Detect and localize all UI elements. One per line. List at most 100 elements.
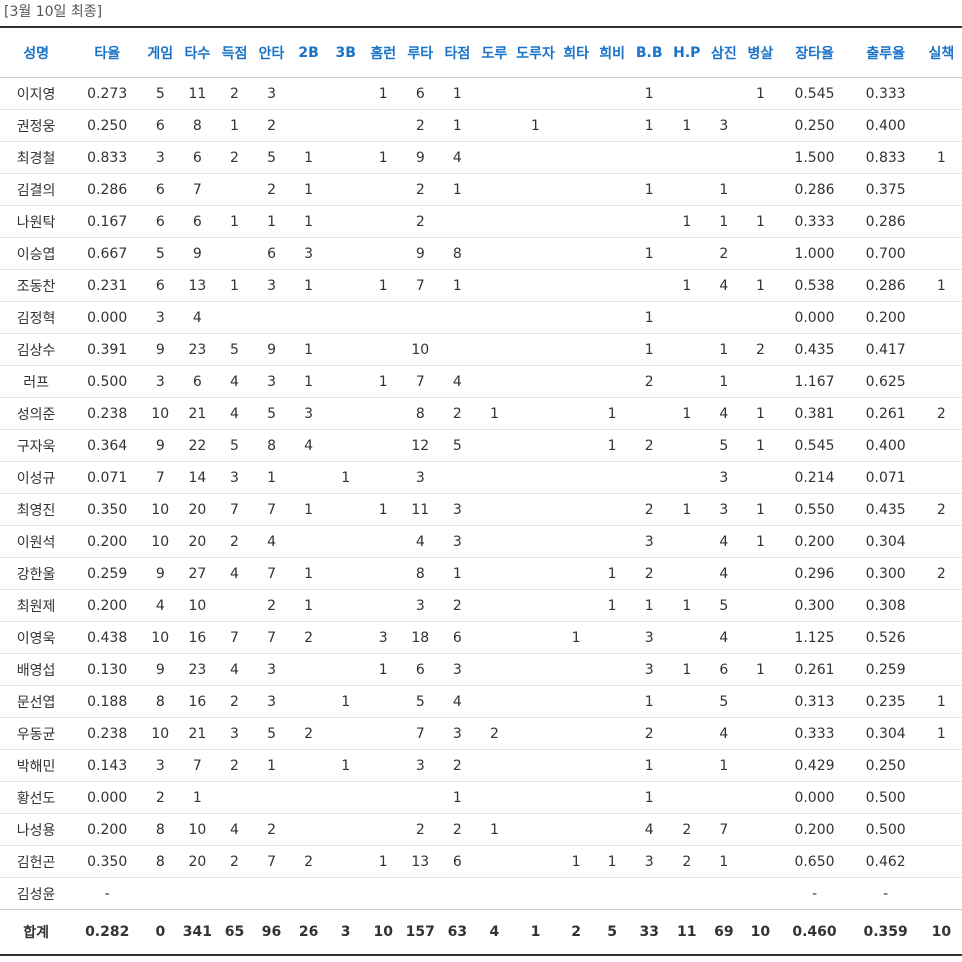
stat-cell (742, 781, 779, 814)
total-stat-cell: 26 (290, 909, 327, 956)
stat-cell: 21 (178, 397, 217, 430)
total-stat-cell: 0.460 (778, 909, 851, 956)
stat-cell: 1 (668, 493, 706, 526)
stat-cell: 7 (178, 173, 217, 206)
stat-cell (475, 557, 513, 590)
stat-cell (558, 237, 595, 270)
stat-cell: 0.313 (778, 685, 851, 718)
player-name-cell: 김상수 (0, 333, 73, 366)
stat-cell (594, 461, 631, 494)
stat-cell: 2 (438, 813, 476, 846)
stat-cell: 0.625 (850, 365, 921, 398)
stat-cell: 2 (216, 749, 253, 782)
stat-cell: 1 (252, 749, 291, 782)
total-stat-cell: 1 (512, 909, 559, 956)
stat-cell: 1 (558, 621, 595, 654)
stat-cell: 0.500 (72, 365, 143, 398)
stat-cell: 2 (630, 429, 669, 462)
stat-cell: 5 (401, 685, 439, 718)
stat-cell: 1 (630, 173, 669, 206)
stat-cell: 3 (252, 653, 291, 686)
player-name-cell: 최영진 (0, 493, 73, 526)
stat-cell: 4 (705, 717, 743, 750)
player-name-cell: 최경철 (0, 141, 73, 174)
stat-cell: 7 (216, 493, 253, 526)
stat-cell: 0.833 (72, 141, 143, 174)
stat-cell (630, 269, 669, 302)
table-row: 조동찬 0.231 6 13 1 3 1 1 7 1 1 4 1 0.538 0.286 1 (0, 269, 962, 302)
player-name-cell: 최원제 (0, 589, 73, 622)
player-name-cell: 나원탁 (0, 205, 73, 238)
stat-cell (742, 877, 779, 910)
table-row: 최영진 0.350 10 20 7 7 1 1 11 3 2 1 3 1 0.550 0.435 2 (0, 493, 962, 526)
stat-cell (594, 301, 631, 334)
stat-cell: 4 (438, 365, 476, 398)
stat-cell: 9 (142, 429, 179, 462)
stat-cell (668, 717, 706, 750)
player-name-cell: 이지영 (0, 77, 73, 110)
player-name-cell: 김성윤 (0, 877, 73, 910)
table-row: 강한울 0.259 9 27 4 7 1 8 1 1 2 4 0.296 0.300 2 (0, 557, 962, 590)
stat-cell: 6 (438, 621, 476, 654)
stat-cell: 1 (742, 653, 779, 686)
stat-cell: 9 (142, 557, 179, 590)
table-row: 박해민 0.143 3 7 2 1 1 3 2 1 1 0.429 0.250 (0, 749, 962, 782)
stat-cell (742, 685, 779, 718)
stat-cell: 6 (142, 109, 179, 142)
stat-cell (438, 333, 476, 366)
stat-cell: 7 (401, 365, 439, 398)
stat-cell: 2 (290, 717, 327, 750)
stat-cell (920, 365, 962, 398)
stat-cell: 0.435 (850, 493, 921, 526)
stat-cell (920, 461, 962, 494)
stat-cell (558, 269, 595, 302)
stat-cell (512, 685, 559, 718)
stat-cell: 0.200 (778, 813, 851, 846)
stat-cell: 0.429 (778, 749, 851, 782)
stat-cell: 2 (401, 205, 439, 238)
stat-cell (475, 781, 513, 814)
stat-cell: 10 (142, 493, 179, 526)
stat-cell: 1 (364, 269, 402, 302)
stat-cell (364, 557, 402, 590)
stat-cell: 2 (742, 333, 779, 366)
stat-cell: 0.462 (850, 845, 921, 878)
stat-cell (512, 845, 559, 878)
stat-cell (364, 525, 402, 558)
stat-cell (512, 461, 559, 494)
stat-cell (558, 461, 595, 494)
stat-cell: 2 (401, 173, 439, 206)
stat-cell: 3 (290, 237, 327, 270)
stat-cell (475, 205, 513, 238)
stat-cell: - (850, 877, 921, 910)
table-row: 김결의 0.286 6 7 2 1 2 1 1 1 0.286 0.375 (0, 173, 962, 206)
column-header: 타수 (178, 27, 217, 78)
stat-cell (668, 685, 706, 718)
stat-cell (512, 621, 559, 654)
stat-cell (512, 813, 559, 846)
stat-cell: 0.071 (850, 461, 921, 494)
stat-cell (668, 237, 706, 270)
stat-cell: 2 (401, 813, 439, 846)
total-stat-cell: 96 (252, 909, 291, 956)
stat-cell (216, 781, 253, 814)
stat-cell: 1 (252, 461, 291, 494)
stat-cell (594, 653, 631, 686)
stat-cell (475, 621, 513, 654)
player-name-cell: 구자욱 (0, 429, 73, 462)
stat-cell: 6 (178, 141, 217, 174)
stat-cell: 5 (438, 429, 476, 462)
stat-cell (512, 525, 559, 558)
stat-cell: 27 (178, 557, 217, 590)
stat-cell (742, 301, 779, 334)
player-name-cell: 김헌곤 (0, 845, 73, 878)
stat-cell (558, 77, 595, 110)
stat-cell (326, 781, 365, 814)
stat-cell (558, 589, 595, 622)
total-stat-cell: 63 (438, 909, 476, 956)
stat-cell: 1 (668, 269, 706, 302)
stat-cell: 1 (630, 589, 669, 622)
stat-cell: 1 (594, 845, 631, 878)
stat-cell (364, 685, 402, 718)
stat-cell (290, 301, 327, 334)
